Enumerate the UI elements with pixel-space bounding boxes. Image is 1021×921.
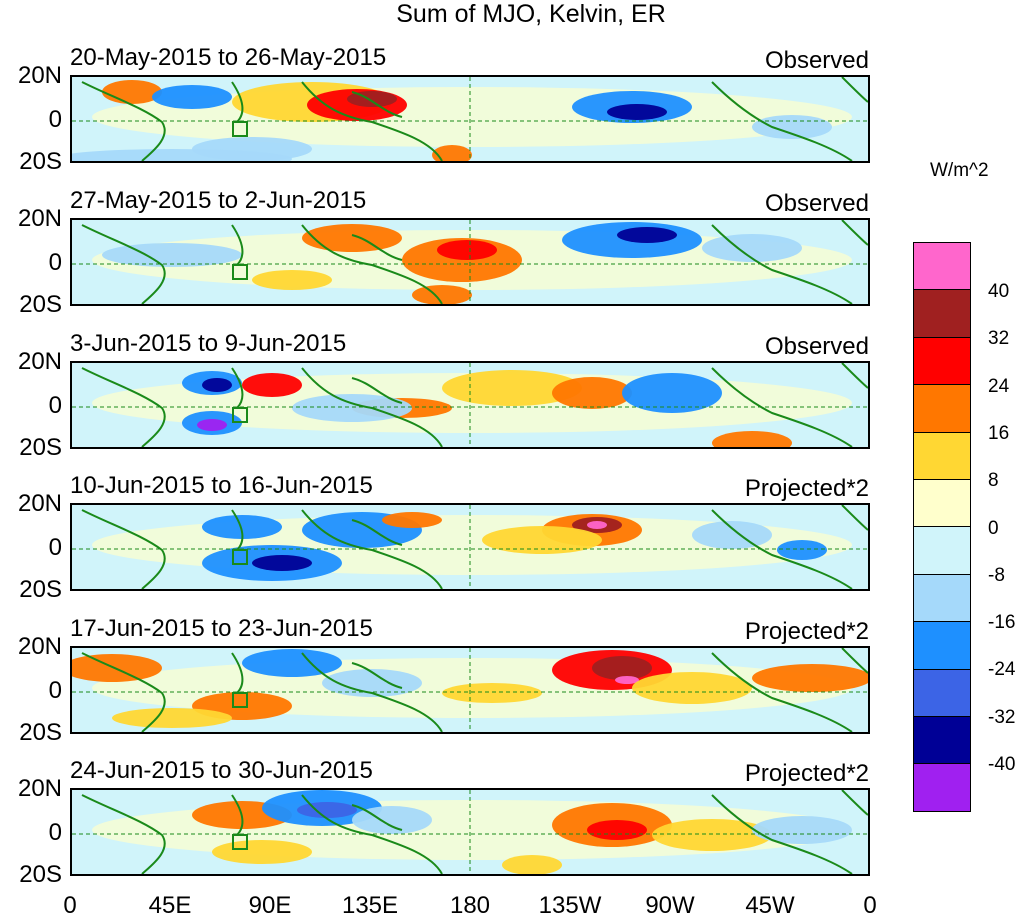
colorbar-swatch [913,384,971,433]
colorbar-swatch [913,573,971,623]
latitude-tick-label: 20N [17,348,62,375]
colorbar-tick-label: 16 [988,422,1010,444]
panel-date-range: 24-Jun-2015 to 30-Jun-2015 [70,757,373,784]
colorbar-units: W/m^2 [930,160,989,181]
longitude-tick-label: 0 [63,892,77,919]
latitude-tick-label: 0 [48,392,62,419]
olr-anomaly-map [70,788,870,876]
panel-date-range: 10-Jun-2015 to 16-Jun-2015 [70,472,373,499]
panel-status: Observed [764,333,869,360]
colorbar-swatch [913,242,971,291]
colorbar-swatch [913,621,971,670]
latitude-tick-label: 0 [48,106,62,133]
latitude-tick-label: 20S [19,576,62,603]
longitude-tick-label: 90W [645,892,695,919]
olr-anomaly-map [70,503,870,591]
latitude-tick-label: 20N [17,633,62,660]
colorbar [913,242,971,812]
panel-status: Projected*2 [744,475,869,502]
panel-status: Projected*2 [744,760,869,787]
colorbar-tick-label: 8 [988,470,999,492]
colorbar-tick-label: -32 [988,706,1016,728]
colorbar-tick-label: -24 [988,659,1016,681]
colorbar-tick-label: 24 [988,375,1010,397]
colorbar-swatch [913,478,971,528]
panel-date-range: 27-May-2015 to 2-Jun-2015 [70,187,367,214]
latitude-tick-label: 20N [17,775,62,802]
colorbar-tick-label: 32 [988,328,1010,350]
colorbar-tick-label: -40 [988,754,1016,775]
longitude-tick-label: 45E [148,892,192,919]
olr-anomaly-map [70,361,870,449]
latitude-tick-label: 20N [17,205,62,232]
latitude-tick-label: 0 [48,249,62,276]
longitude-tick-label: 45W [745,892,795,919]
latitude-tick-label: 20S [19,719,62,746]
colorbar-tick-label: -8 [988,564,1005,586]
colorbar-tick-label: 40 [988,281,1010,302]
olr-anomaly-map [70,75,870,163]
colorbar-tick-label: -16 [988,612,1016,634]
olr-anomaly-map [70,218,870,306]
longitude-tick-label: 135W [538,892,602,919]
figure-title: Sum of MJO, Kelvin, ER [396,0,666,28]
longitude-tick-label: 135E [341,892,399,919]
latitude-tick-label: 0 [48,819,62,846]
colorbar-swatch [913,715,971,765]
longitude-tick-label: 90E [248,892,292,919]
panel-date-range: 3-Jun-2015 to 9-Jun-2015 [70,330,347,357]
colorbar-swatch [913,668,971,717]
latitude-tick-label: 20S [19,291,62,318]
latitude-tick-label: 20S [19,148,62,175]
panel-date-range: 20-May-2015 to 26-May-2015 [70,44,387,71]
panel-status: Observed [764,190,869,217]
latitude-tick-label: 20N [17,62,62,89]
colorbar-swatch [913,431,971,480]
latitude-tick-label: 20N [17,490,62,517]
colorbar-swatch [913,763,971,812]
colorbar-swatch [913,336,971,386]
colorbar-tick-label: 0 [988,517,999,539]
latitude-tick-label: 0 [48,677,62,704]
colorbar-swatch [913,526,971,575]
panel-date-range: 17-Jun-2015 to 23-Jun-2015 [70,615,373,642]
panel-status: Observed [764,47,869,74]
latitude-tick-label: 20S [19,861,62,888]
colorbar-swatch [913,289,971,338]
olr-anomaly-map [70,646,870,734]
longitude-tick-label: 180 [449,892,491,919]
panel-status: Projected*2 [744,618,869,645]
latitude-tick-label: 20S [19,434,62,461]
latitude-tick-label: 0 [48,534,62,561]
longitude-tick-label: 0 [863,892,877,919]
